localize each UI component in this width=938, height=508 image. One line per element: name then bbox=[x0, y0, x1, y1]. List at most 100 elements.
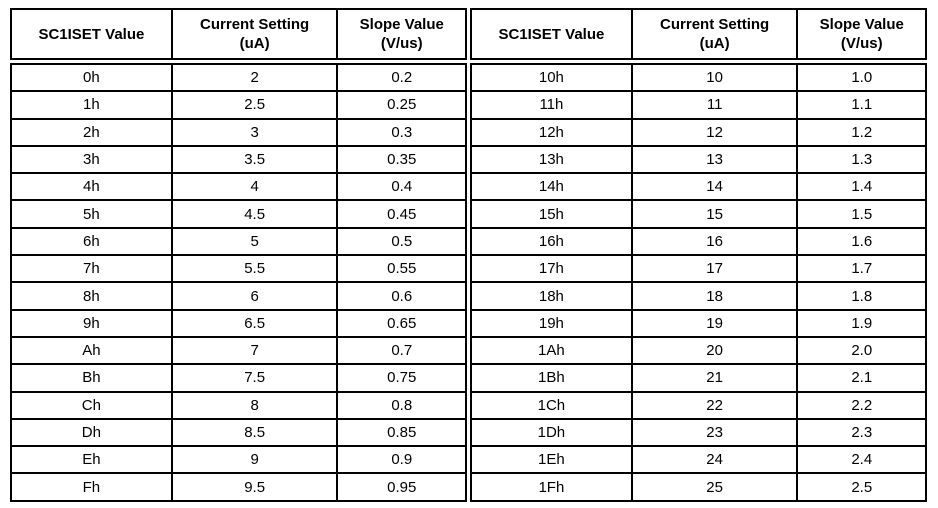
header-row: SC1ISET Value Current Setting (uA) Slope… bbox=[470, 8, 927, 65]
table-cell: 13h bbox=[470, 144, 633, 175]
table-cell: 7h bbox=[10, 254, 173, 284]
header-slope-value: Slope Value (V/us) bbox=[336, 8, 467, 65]
table-row: 1Bh 21 2.1 bbox=[470, 363, 927, 393]
table-cell: 11h bbox=[470, 90, 633, 120]
table-cell: 2.3 bbox=[796, 417, 927, 448]
table-cell: 12 bbox=[630, 117, 799, 147]
table-row: 10h 10 1.0 bbox=[470, 60, 927, 93]
table-row: 13h 13 1.3 bbox=[470, 144, 927, 175]
table-cell: 1.8 bbox=[796, 281, 927, 311]
table-row: 1h 2.5 0.25 bbox=[10, 90, 467, 120]
table-cell: 13 bbox=[630, 144, 799, 175]
table-row: 4h 4 0.4 bbox=[10, 172, 467, 202]
header-current-setting: Current Setting (uA) bbox=[630, 8, 799, 65]
table-row: 0h 2 0.2 bbox=[10, 60, 467, 93]
table-cell: 0.95 bbox=[336, 472, 467, 502]
table-cell: 0.4 bbox=[336, 172, 467, 202]
table-cell: 11 bbox=[630, 90, 799, 120]
table-row: 15h 15 1.5 bbox=[470, 199, 927, 229]
table-cell: 14 bbox=[630, 172, 799, 202]
table-row: Eh 9 0.9 bbox=[10, 445, 467, 475]
table-cell: 3h bbox=[10, 144, 173, 175]
table-row: Ah 7 0.7 bbox=[10, 335, 467, 366]
table-cell: 9h bbox=[10, 308, 173, 338]
table-cell: 1Ah bbox=[470, 335, 633, 366]
table-cell: Dh bbox=[10, 417, 173, 448]
table-cell: 0.45 bbox=[336, 199, 467, 229]
table-row: 6h 5 0.5 bbox=[10, 226, 467, 257]
table-cell: 21 bbox=[630, 363, 799, 393]
table-cell: 1.0 bbox=[796, 60, 927, 93]
table-row: Bh 7.5 0.75 bbox=[10, 363, 467, 393]
table-cell: 5h bbox=[10, 199, 173, 229]
table-cell: 2.2 bbox=[796, 390, 927, 420]
table-cell: 7.5 bbox=[170, 363, 339, 393]
table-cell: 2.1 bbox=[796, 363, 927, 393]
table-cell: 8.5 bbox=[170, 417, 339, 448]
table-cell: 0.2 bbox=[336, 60, 467, 93]
table-row: 17h 17 1.7 bbox=[470, 254, 927, 284]
table-cell: 17 bbox=[630, 254, 799, 284]
table-cell: 4h bbox=[10, 172, 173, 202]
table-row: Ch 8 0.8 bbox=[10, 390, 467, 420]
table-cell: 1.1 bbox=[796, 90, 927, 120]
table-cell: 15h bbox=[470, 199, 633, 229]
header-row: SC1ISET Value Current Setting (uA) Slope… bbox=[10, 8, 467, 65]
table-row: 1Ch 22 2.2 bbox=[470, 390, 927, 420]
table-row: 5h 4.5 0.45 bbox=[10, 199, 467, 229]
table-cell: 6h bbox=[10, 226, 173, 257]
table-cell: 16 bbox=[630, 226, 799, 257]
table-cell: 8h bbox=[10, 281, 173, 311]
table-cell: 2.5 bbox=[796, 472, 927, 502]
table-cell: 25 bbox=[630, 472, 799, 502]
table-cell: 3 bbox=[170, 117, 339, 147]
table-cell: Eh bbox=[10, 445, 173, 475]
table-cell: 1Dh bbox=[470, 417, 633, 448]
header-slope-value: Slope Value (V/us) bbox=[796, 8, 927, 65]
table-cell: 2.0 bbox=[796, 335, 927, 366]
table-cell: 1.4 bbox=[796, 172, 927, 202]
table-row: 1Fh 25 2.5 bbox=[470, 472, 927, 502]
table-row: 11h 11 1.1 bbox=[470, 90, 927, 120]
table-cell: 7 bbox=[170, 335, 339, 366]
header-sc1iset-value: SC1ISET Value bbox=[470, 8, 633, 65]
table-cell: 6.5 bbox=[170, 308, 339, 338]
table-row: 12h 12 1.2 bbox=[470, 117, 927, 147]
table-row: 19h 19 1.9 bbox=[470, 308, 927, 338]
table-cell: 1Eh bbox=[470, 445, 633, 475]
table-cell: 15 bbox=[630, 199, 799, 229]
table-cell: 0.9 bbox=[336, 445, 467, 475]
table-cell: 8 bbox=[170, 390, 339, 420]
table-cell: 16h bbox=[470, 226, 633, 257]
table-cell: 18h bbox=[470, 281, 633, 311]
table-row: 14h 14 1.4 bbox=[470, 172, 927, 202]
table-cell: 12h bbox=[470, 117, 633, 147]
table-cell: 23 bbox=[630, 417, 799, 448]
table-cell: 0.85 bbox=[336, 417, 467, 448]
table-cell: 5.5 bbox=[170, 254, 339, 284]
table-cell: 0.25 bbox=[336, 90, 467, 120]
table-cell: 4.5 bbox=[170, 199, 339, 229]
sc1iset-table-left: SC1ISET Value Current Setting (uA) Slope… bbox=[10, 8, 467, 502]
table-cell: Ah bbox=[10, 335, 173, 366]
table-cell: 17h bbox=[470, 254, 633, 284]
table-cell: 0.35 bbox=[336, 144, 467, 175]
table-cell: 2.4 bbox=[796, 445, 927, 475]
table-cell: 0.5 bbox=[336, 226, 467, 257]
table-cell: 24 bbox=[630, 445, 799, 475]
table-row: 16h 16 1.6 bbox=[470, 226, 927, 257]
table-cell: 18 bbox=[630, 281, 799, 311]
table-cell: 0.8 bbox=[336, 390, 467, 420]
table-cell: 3.5 bbox=[170, 144, 339, 175]
table-cell: 0.55 bbox=[336, 254, 467, 284]
table-cell: Fh bbox=[10, 472, 173, 502]
table-cell: 1Bh bbox=[470, 363, 633, 393]
table-row: Dh 8.5 0.85 bbox=[10, 417, 467, 448]
table-row: 9h 6.5 0.65 bbox=[10, 308, 467, 338]
table-cell: 22 bbox=[630, 390, 799, 420]
table-cell: 2 bbox=[170, 60, 339, 93]
sc1iset-slope-tables: SC1ISET Value Current Setting (uA) Slope… bbox=[10, 8, 927, 502]
sc1iset-table-right: SC1ISET Value Current Setting (uA) Slope… bbox=[470, 8, 927, 502]
table-cell: 1.7 bbox=[796, 254, 927, 284]
